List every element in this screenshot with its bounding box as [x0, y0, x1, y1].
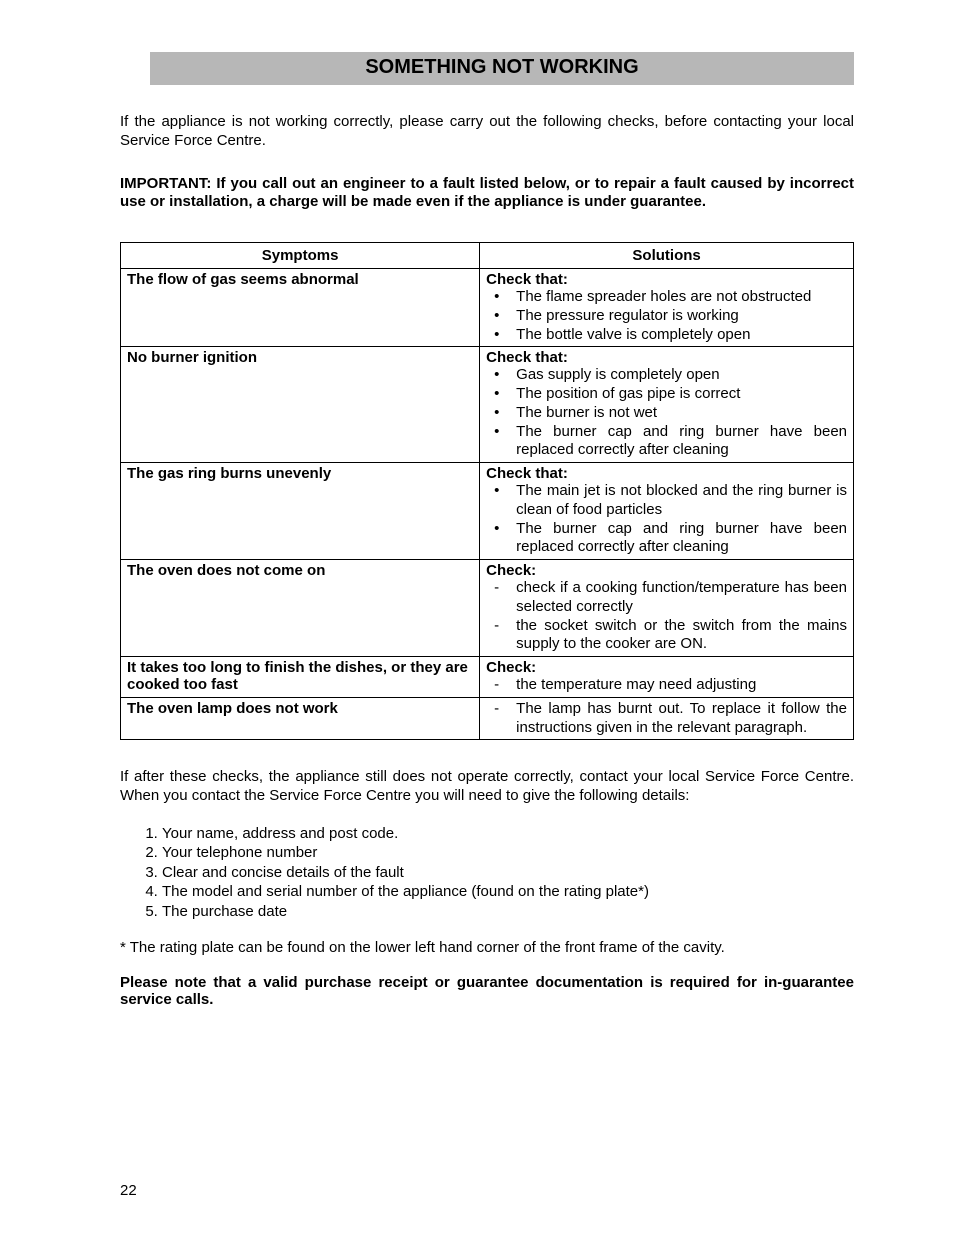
table-row: It takes too long to finish the dishes, …: [121, 657, 854, 698]
table-row: The oven lamp does not work The lamp has …: [121, 697, 854, 740]
solution-cell: The lamp has burnt out. To replace it fo…: [480, 697, 854, 740]
symptom-cell: The oven lamp does not work: [121, 697, 480, 740]
symptom-cell: The gas ring burns unevenly: [121, 463, 480, 560]
solution-cell: Check:check if a cooking function/temper…: [480, 560, 854, 657]
solution-cell: Check that:The main jet is not blocked a…: [480, 463, 854, 560]
solutions-header: Solutions: [480, 243, 854, 269]
symptom-cell: The oven does not come on: [121, 560, 480, 657]
rating-plate-footnote: * The rating plate can be found on the l…: [120, 939, 854, 956]
details-item: The purchase date: [162, 902, 854, 922]
solution-lead: Check that:: [486, 465, 847, 482]
solution-lead: Check:: [486, 562, 847, 579]
important-notice: IMPORTANT: If you call out an engineer t…: [120, 175, 854, 213]
document-page: SOMETHING NOT WORKING If the appliance i…: [0, 0, 954, 1235]
solution-item: The main jet is not blocked and the ring…: [512, 482, 847, 520]
solution-item: The flame spreader holes are not obstruc…: [512, 288, 847, 307]
solution-item: Gas supply is completely open: [512, 366, 847, 385]
symptom-cell: The flow of gas seems abnormal: [121, 269, 480, 347]
symptoms-header: Symptoms: [121, 243, 480, 269]
solution-item: the temperature may need adjusting: [512, 676, 847, 695]
solution-list: The main jet is not blocked and the ring…: [486, 482, 847, 557]
solution-item: The bottle valve is completely open: [512, 326, 847, 345]
solution-list: The flame spreader holes are not obstruc…: [486, 288, 847, 344]
solution-item: The position of gas pipe is correct: [512, 385, 847, 404]
details-item: Clear and concise details of the fault: [162, 863, 854, 883]
intro-paragraph: If the appliance is not working correctl…: [120, 113, 854, 151]
troubleshooting-table: Symptoms Solutions The flow of gas seems…: [120, 242, 854, 740]
symptom-cell: It takes too long to finish the dishes, …: [121, 657, 480, 698]
solution-list: Gas supply is completely openThe positio…: [486, 366, 847, 460]
solution-cell: Check:the temperature may need adjusting: [480, 657, 854, 698]
please-note-paragraph: Please note that a valid purchase receip…: [120, 974, 854, 1008]
solution-item: The burner cap and ring burner have been…: [512, 520, 847, 558]
table-row: The flow of gas seems abnormalCheck that…: [121, 269, 854, 347]
solution-item: the socket switch or the switch from the…: [512, 617, 847, 655]
solution-cell: Check that:Gas supply is completely open…: [480, 347, 854, 463]
solution-item: The burner is not wet: [512, 404, 847, 423]
solution-lead: Check that:: [486, 271, 847, 288]
symptom-cell: No burner ignition: [121, 347, 480, 463]
solution-item: The pressure regulator is working: [512, 307, 847, 326]
table-row: No burner ignitionCheck that:Gas supply …: [121, 347, 854, 463]
solution-item: The lamp has burnt out. To replace it fo…: [512, 700, 847, 738]
details-item: Your name, address and post code.: [162, 824, 854, 844]
solution-item: The burner cap and ring burner have been…: [512, 423, 847, 461]
details-item: The model and serial number of the appli…: [162, 882, 854, 902]
page-title: SOMETHING NOT WORKING: [150, 52, 854, 85]
details-list: Your name, address and post code.Your te…: [120, 824, 854, 922]
solution-lead: Check that:: [486, 349, 847, 366]
page-number: 22: [120, 1182, 137, 1199]
solution-item: check if a cooking function/temperature …: [512, 579, 847, 617]
solution-cell: Check that:The flame spreader holes are …: [480, 269, 854, 347]
solution-list: The lamp has burnt out. To replace it fo…: [486, 700, 847, 738]
solution-lead: Check:: [486, 659, 847, 676]
table-row: The gas ring burns unevenlyCheck that:Th…: [121, 463, 854, 560]
solution-list: the temperature may need adjusting: [486, 676, 847, 695]
table-row: The oven does not come onCheck:check if …: [121, 560, 854, 657]
after-table-paragraph: If after these checks, the appliance sti…: [120, 768, 854, 806]
solution-list: check if a cooking function/temperature …: [486, 579, 847, 654]
details-item: Your telephone number: [162, 843, 854, 863]
